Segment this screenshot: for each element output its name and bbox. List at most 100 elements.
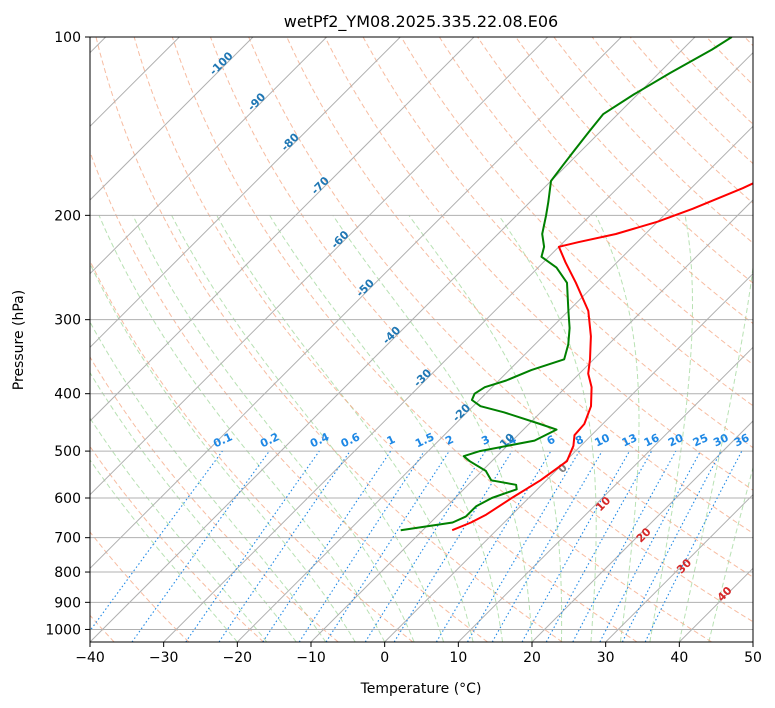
- mixing-ratio-label: 10: [593, 431, 613, 449]
- dry-adiabat: [90, 356, 339, 642]
- dry-adiabat: [591, 37, 753, 204]
- mixing-ratio-line: [185, 450, 320, 642]
- isotherm-line: [384, 272, 753, 642]
- dry-adiabat-label: 40: [715, 584, 735, 604]
- x-axis: −40 −30 −20 −10 0 10 20 30 40 50: [75, 642, 762, 666]
- dry-adiabat: [171, 37, 712, 642]
- isotherm-line: [90, 37, 622, 570]
- y-axis: 100 200 300 400 500 600 700 800 900 1000: [45, 30, 90, 638]
- mixing-ratio-line: [325, 450, 450, 642]
- x-tick-label: 50: [744, 650, 762, 666]
- moist-adiabats: [90, 215, 753, 642]
- y-tick-label: 100: [54, 30, 81, 46]
- moist-adiabat: [171, 215, 445, 642]
- mixing-ratio-line: [435, 450, 552, 642]
- isotherm-line: [90, 37, 328, 275]
- isotherm-line: [90, 37, 254, 201]
- isotherm-label: -60: [328, 228, 351, 251]
- dry-adiabat: [668, 37, 753, 125]
- moist-adiabat: [90, 321, 327, 642]
- moist-adiabat: [595, 215, 640, 642]
- isotherm-label: -90: [245, 90, 268, 113]
- x-tick-label: −30: [149, 650, 179, 666]
- x-tick-label: −10: [296, 650, 326, 666]
- mixing-ratio-label: 30: [711, 431, 731, 449]
- dewpoint-profile: [400, 37, 733, 532]
- x-tick-label: −40: [75, 650, 105, 666]
- isotherm-line: [678, 567, 753, 642]
- isotherm-line: [531, 420, 753, 642]
- dry-adiabat: [744, 37, 753, 47]
- mixing-ratio-label: 36: [732, 431, 752, 449]
- isotherm-line: [457, 346, 753, 642]
- x-tick-label: 20: [523, 650, 541, 666]
- isotherm-label: -40: [380, 324, 403, 347]
- mixing-ratio-line: [545, 450, 653, 642]
- dry-adiabat: [400, 37, 753, 407]
- mixing-ratio-label: 16: [642, 431, 662, 449]
- mixing-ratio-line: [572, 450, 677, 642]
- moist-adiabat: [678, 263, 753, 642]
- isotherm-line: [90, 37, 696, 642]
- mixing-ratio-label: 0.2: [258, 430, 281, 450]
- mixing-ratio-line: [131, 450, 270, 642]
- isotherm-line: [605, 493, 753, 642]
- isotherm-line: [90, 37, 549, 496]
- mixing-ratio-line: [218, 450, 351, 642]
- isotherm-label: -10: [494, 430, 517, 453]
- y-axis-title: Pressure (hPa): [11, 290, 27, 390]
- isotherm-label: -20: [450, 401, 473, 424]
- x-tick-label: 0: [380, 650, 389, 666]
- dry-adiabat: [133, 37, 638, 642]
- y-tick-label: 1000: [45, 622, 81, 638]
- moist-adiabat: [90, 371, 297, 642]
- dry-adiabat: [95, 37, 563, 642]
- moist-adiabat: [98, 215, 386, 642]
- dry-adiabat: [477, 37, 753, 325]
- moist-adiabat: [269, 215, 503, 642]
- y-tick-label: 600: [54, 491, 81, 507]
- mixing-ratio-label: 3: [479, 433, 491, 448]
- x-axis-title: Temperature (°C): [360, 681, 482, 697]
- temperature-profile: [451, 182, 753, 532]
- mixing-ratio-line: [599, 450, 701, 642]
- dry-adiabat: [515, 37, 753, 284]
- dry-adiabat: [706, 37, 753, 86]
- dry-adiabat: [286, 37, 753, 534]
- moist-adiabat: [132, 215, 415, 642]
- mixing-ratio-line: [90, 450, 223, 632]
- isotherm-line: [236, 125, 753, 642]
- mixing-ratio-label: 13: [620, 431, 639, 449]
- moist-adiabat: [90, 262, 356, 642]
- isotherm-line: [752, 641, 753, 642]
- dry-adiabat: [90, 445, 264, 642]
- moist-adiabat: [332, 215, 533, 642]
- isotherm-label: -80: [279, 130, 302, 153]
- mixing-ratio-label: 0.1: [211, 430, 234, 450]
- isotherm-label: -30: [411, 366, 434, 389]
- mixing-ratio-line: [364, 450, 486, 642]
- mixing-ratio-label: 1: [385, 433, 397, 448]
- mixing-ratio-label: 0.4: [308, 430, 331, 450]
- y-tick-label: 800: [54, 565, 81, 581]
- moist-adiabat: [90, 459, 238, 642]
- isotherm-label: -70: [309, 174, 332, 197]
- isotherm-line: [90, 37, 475, 422]
- mixing-ratio-line: [467, 450, 580, 642]
- dry-adiabat: [324, 37, 753, 491]
- y-tick-label: 400: [54, 387, 81, 403]
- x-tick-label: 10: [449, 650, 467, 666]
- dry-adiabat: [248, 37, 753, 578]
- mixing-ratio-line: [298, 450, 425, 642]
- isotherm-label: -50: [354, 276, 377, 299]
- dry-adiabats: [90, 37, 753, 642]
- dry-adiabat: [90, 150, 488, 642]
- plot-area: 0.1 0.2 0.4 0.6 1 1.5 2 3 4 6 8 10 13 16 20 25 30 36-100-…: [90, 37, 753, 642]
- moist-adiabat: [90, 417, 268, 642]
- mixing-ratio-line: [393, 450, 513, 642]
- x-tick-label: 40: [670, 650, 688, 666]
- y-tick-label: 700: [54, 531, 81, 547]
- moist-adiabat: [408, 215, 563, 642]
- y-tick-label: 200: [54, 208, 81, 224]
